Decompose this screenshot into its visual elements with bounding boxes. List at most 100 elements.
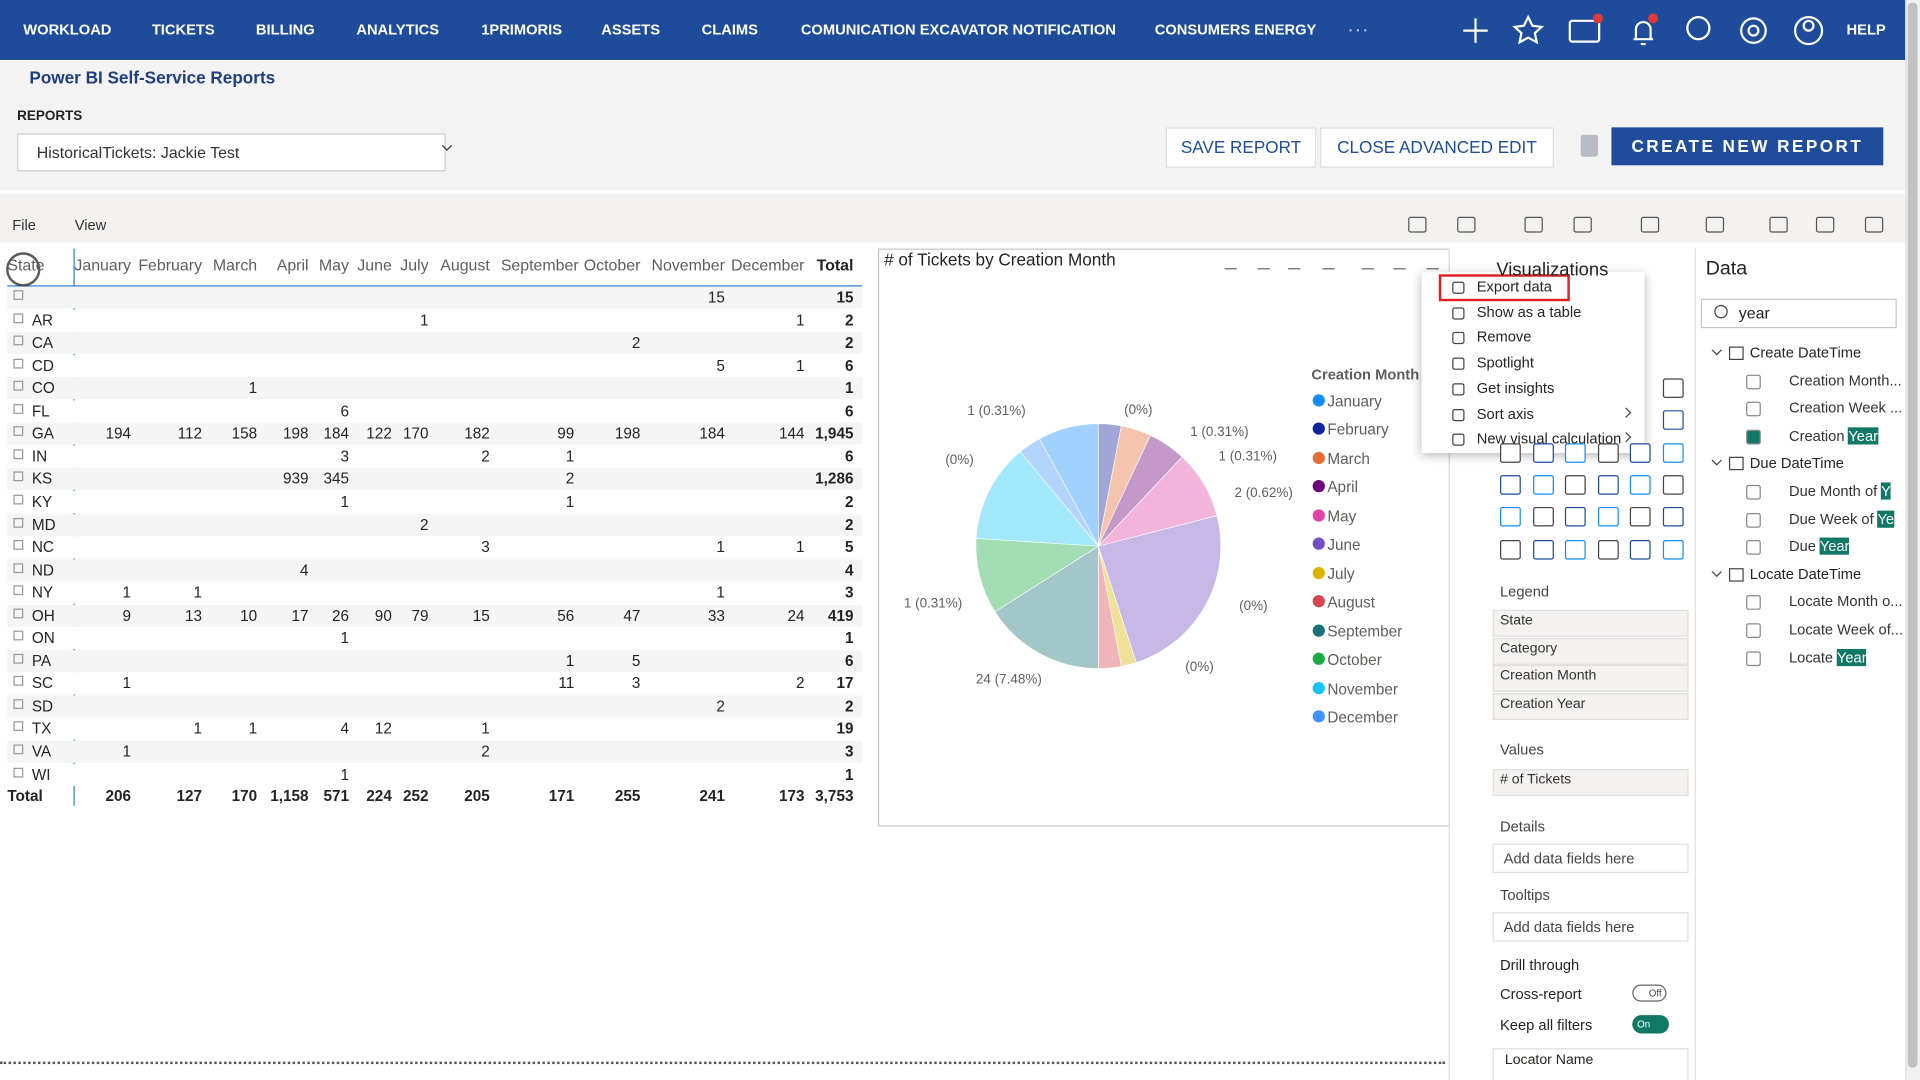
expand-caret[interactable]	[1711, 566, 1722, 577]
pie-slice[interactable]	[975, 538, 1100, 613]
ticket-icon[interactable]	[1568, 19, 1601, 43]
expand-caret[interactable]	[1711, 455, 1722, 467]
field-item[interactable]: Locate Year	[1789, 648, 1867, 666]
visual-header-icon[interactable]	[1257, 256, 1270, 270]
toolbar-icon[interactable]	[1640, 216, 1660, 233]
scroll-thumb[interactable]	[1907, 2, 1918, 1068]
nav-item[interactable]: 1PRIMORIS	[481, 20, 563, 38]
viz-icon[interactable]	[1500, 507, 1521, 527]
expand-icon[interactable]	[13, 721, 24, 732]
settings-icon[interactable]	[1740, 17, 1767, 44]
expand-icon[interactable]	[13, 426, 24, 437]
expand-icon[interactable]	[13, 335, 24, 346]
viz-icon[interactable]	[1629, 539, 1651, 559]
field-item[interactable]: Due Month of Y	[1789, 482, 1891, 500]
expand-icon[interactable]	[13, 630, 24, 641]
viz-icon[interactable]	[1500, 442, 1521, 463]
visual-header-icon[interactable]	[1426, 256, 1439, 270]
report-select[interactable]: HistoricalTickets: Jackie Test	[17, 133, 446, 172]
field-item[interactable]: Creation Year	[1789, 427, 1879, 444]
nav-item[interactable]: BILLING	[255, 20, 315, 38]
menu-item[interactable]: Show as a table	[1476, 303, 1582, 321]
pie-slice[interactable]	[1019, 438, 1099, 547]
expand-icon[interactable]	[13, 381, 24, 391]
expand-icon[interactable]	[13, 449, 24, 459]
field-item[interactable]: Creation Month...	[1789, 372, 1902, 389]
menu-item[interactable]: Remove	[1476, 328, 1532, 346]
field-item[interactable]: Due Week of Ye	[1789, 510, 1895, 528]
viz-icon[interactable]	[1597, 539, 1619, 559]
toolbar-icon[interactable]	[1864, 216, 1884, 233]
visual-header-icon[interactable]	[1322, 256, 1335, 270]
support-icon[interactable]	[1686, 16, 1711, 41]
toolbar-icon[interactable]	[1524, 216, 1543, 233]
toolbar-icon[interactable]	[1705, 216, 1725, 233]
create-button[interactable]: CREATE NEW REPORT	[1611, 127, 1884, 166]
more-icon[interactable]: ···	[1347, 17, 1369, 42]
expand-icon[interactable]	[13, 653, 24, 664]
visual-header-icon[interactable]	[1361, 256, 1374, 270]
add-icon[interactable]	[1463, 18, 1488, 43]
viz-icon[interactable]	[1564, 442, 1586, 463]
expand-icon[interactable]	[13, 403, 24, 414]
button[interactable]: CLOSE ADVANCED EDIT	[1320, 127, 1554, 168]
viz-icon[interactable]	[1532, 442, 1554, 463]
field-well[interactable]	[1492, 609, 1689, 637]
expand-caret[interactable]	[1711, 345, 1722, 356]
field-item[interactable]: Creation Week ...	[1789, 399, 1902, 416]
toolbar-icon[interactable]	[1573, 216, 1592, 233]
viz-icon[interactable]	[1662, 378, 1684, 398]
checkbox[interactable]	[1746, 540, 1761, 555]
checkbox[interactable]	[1746, 429, 1761, 445]
viz-icon[interactable]	[1532, 507, 1554, 527]
button[interactable]: SAVE REPORT	[1165, 127, 1317, 168]
nav-item[interactable]: CLAIMS	[701, 20, 758, 38]
expand-icon[interactable]	[13, 767, 24, 777]
legend-label[interactable]: February	[1327, 421, 1389, 439]
legend-label[interactable]: January	[1327, 393, 1382, 411]
menu-button[interactable]: View	[74, 216, 107, 234]
legend-label[interactable]: September	[1327, 622, 1403, 640]
legend-label[interactable]: May	[1327, 507, 1357, 526]
nav-item[interactable]: COMUNICATION EXCAVATOR NOTIFICATION	[800, 20, 1116, 38]
toolbar-icon[interactable]	[1457, 216, 1476, 233]
viz-icon[interactable]	[1597, 507, 1619, 527]
viz-icon[interactable]	[1662, 539, 1684, 559]
expand-icon[interactable]	[13, 540, 24, 550]
field-item[interactable]: Due Year	[1789, 537, 1850, 555]
checkbox[interactable]	[1746, 650, 1761, 666]
toggle-off[interactable]: Off	[1632, 984, 1667, 1002]
expand-icon[interactable]	[13, 517, 24, 528]
expand-icon[interactable]	[13, 699, 24, 709]
search-box[interactable]: year	[1700, 298, 1897, 329]
viz-icon[interactable]	[1564, 539, 1586, 559]
viz-icon[interactable]	[1629, 474, 1651, 495]
nav-item[interactable]: ANALYTICS	[356, 20, 440, 38]
viz-icon[interactable]	[1500, 539, 1521, 559]
drop-zone[interactable]: Add data fields here	[1492, 843, 1689, 874]
viz-icon[interactable]	[1629, 442, 1651, 463]
legend-label[interactable]: March	[1327, 450, 1370, 468]
field-item[interactable]: Locate Week of...	[1789, 621, 1903, 638]
viz-icon[interactable]	[1662, 442, 1684, 463]
toolbar-icon[interactable]	[1815, 216, 1835, 233]
field-item[interactable]: Locate Month o...	[1789, 593, 1903, 610]
legend-label[interactable]: December	[1327, 708, 1398, 727]
legend-label[interactable]: July	[1327, 565, 1355, 583]
viz-icon[interactable]	[1564, 507, 1586, 527]
legend-label[interactable]: August	[1327, 594, 1376, 612]
field-well[interactable]	[1492, 1048, 1689, 1080]
menu-item[interactable]: Spotlight	[1476, 353, 1534, 372]
viz-icon[interactable]	[1629, 507, 1651, 527]
nav-item[interactable]: ASSETS	[601, 20, 661, 38]
field-well[interactable]	[1492, 768, 1689, 796]
expand-icon[interactable]	[13, 494, 24, 505]
delete-icon[interactable]	[1580, 134, 1598, 157]
visual-header-icon[interactable]	[1224, 256, 1237, 270]
expand-icon[interactable]	[13, 585, 24, 596]
visual-header-icon[interactable]	[1288, 256, 1301, 270]
group-name[interactable]: Locate DateTime	[1749, 565, 1862, 583]
help-link[interactable]: HELP	[1846, 20, 1886, 38]
nav-item[interactable]: WORKLOAD	[23, 20, 112, 38]
pie-slice[interactable]	[1097, 515, 1222, 663]
